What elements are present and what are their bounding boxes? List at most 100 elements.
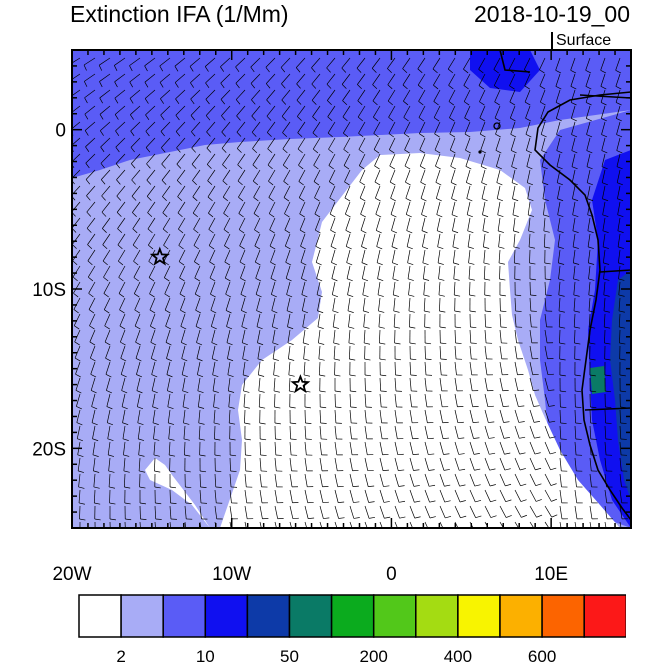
wind-barb bbox=[361, 265, 369, 282]
colorbar-box bbox=[499, 594, 543, 638]
wind-barb bbox=[252, 153, 261, 170]
wind-barb bbox=[392, 281, 400, 297]
wind-barb bbox=[495, 121, 501, 138]
wind-barb bbox=[423, 281, 430, 297]
wind-barb bbox=[190, 73, 201, 88]
wind-barb bbox=[544, 441, 556, 455]
wind-barb bbox=[164, 297, 171, 314]
wind-barb bbox=[529, 249, 536, 265]
wind-barb bbox=[312, 105, 321, 121]
wind-barb bbox=[422, 233, 429, 250]
wind-barb bbox=[526, 169, 534, 186]
wind-barb bbox=[115, 153, 126, 169]
y-tick-label: 0 bbox=[55, 121, 66, 142]
wind-barb bbox=[439, 473, 451, 487]
wind-barb bbox=[364, 441, 374, 456]
wind-barb bbox=[348, 313, 355, 329]
wind-barb bbox=[196, 345, 203, 362]
wind-barb bbox=[432, 57, 441, 74]
wind-barb bbox=[191, 121, 201, 137]
wind-barb bbox=[484, 345, 493, 360]
wind-barb bbox=[587, 201, 594, 218]
wind-barb bbox=[289, 505, 299, 520]
wind-barb bbox=[259, 489, 268, 504]
wind-barb bbox=[454, 329, 462, 344]
wind-barb bbox=[589, 457, 598, 472]
wind-barb bbox=[349, 393, 357, 408]
wind-barb bbox=[120, 361, 127, 378]
wind-barb bbox=[559, 489, 568, 504]
wind-barb bbox=[348, 329, 355, 345]
wind-barb bbox=[362, 281, 369, 298]
wind-barb bbox=[150, 313, 156, 330]
wind-barb bbox=[300, 249, 307, 266]
wind-barb bbox=[77, 457, 84, 473]
wind-barb bbox=[574, 393, 582, 409]
wind-barb bbox=[176, 169, 186, 185]
wind-barb bbox=[314, 201, 321, 218]
plot-title: Extinction IFA (1/Mm) bbox=[70, 1, 289, 27]
wind-barb bbox=[619, 505, 628, 520]
timestamp-label: 2018-10-19_00 bbox=[473, 1, 630, 27]
wind-barb bbox=[250, 73, 261, 89]
wind-barb bbox=[269, 233, 276, 250]
wind-barb bbox=[617, 217, 624, 233]
wind-barb bbox=[99, 89, 111, 104]
wind-barb bbox=[270, 249, 276, 266]
wind-barb bbox=[242, 345, 249, 362]
wind-barb bbox=[304, 393, 311, 409]
wind-barb bbox=[439, 377, 448, 392]
x-tick-label: 20W bbox=[52, 564, 91, 585]
wind-barb bbox=[76, 425, 83, 442]
wind-barb bbox=[379, 377, 387, 392]
wind-barb bbox=[284, 217, 291, 234]
wind-barb bbox=[574, 505, 583, 520]
wind-barb bbox=[604, 361, 611, 377]
wind-barb bbox=[603, 313, 611, 329]
wind-barb bbox=[301, 265, 307, 282]
wind-barb bbox=[349, 377, 357, 393]
wind-barb bbox=[617, 233, 624, 249]
wind-barb bbox=[268, 201, 276, 218]
wind-barb bbox=[220, 57, 231, 72]
wind-barb bbox=[514, 313, 523, 328]
wind-barb bbox=[345, 217, 352, 234]
wind-barb bbox=[240, 265, 246, 282]
wind-barb bbox=[480, 137, 487, 154]
wind-barb bbox=[433, 105, 441, 122]
colorbar-label: 2 bbox=[116, 647, 126, 666]
wind-barb bbox=[289, 457, 298, 472]
wind-barb bbox=[316, 281, 323, 298]
extinction-field-green-patch bbox=[590, 366, 606, 394]
wind-barb bbox=[394, 457, 405, 471]
wind-barb bbox=[131, 153, 141, 169]
wind-barb bbox=[196, 329, 203, 346]
wind-barb bbox=[494, 105, 501, 122]
wind-barb bbox=[469, 345, 478, 360]
wind-barb bbox=[297, 105, 306, 121]
wind-barb bbox=[379, 489, 390, 503]
wind-barb bbox=[161, 137, 171, 153]
wind-barb bbox=[529, 409, 540, 423]
wind-barb bbox=[224, 249, 231, 266]
colorbar-box bbox=[246, 594, 291, 638]
colorbar-label: 400 bbox=[443, 647, 473, 666]
wind-barb bbox=[272, 345, 279, 361]
wind-barb bbox=[221, 137, 231, 153]
wind-barb bbox=[616, 153, 623, 170]
wind-barb bbox=[572, 217, 579, 233]
wind-barb bbox=[169, 457, 176, 473]
wind-barb bbox=[419, 121, 426, 138]
wind-barbs bbox=[72, 57, 628, 528]
wind-barb bbox=[270, 265, 277, 282]
wind-barb bbox=[229, 457, 237, 472]
wind-barb bbox=[528, 217, 535, 233]
wind-barb bbox=[132, 217, 141, 234]
wind-barb bbox=[483, 249, 490, 265]
wind-barb bbox=[151, 377, 158, 394]
wind-barb bbox=[541, 137, 548, 154]
wind-barb bbox=[105, 361, 112, 378]
wind-barb bbox=[175, 121, 186, 137]
wind-barb bbox=[394, 361, 402, 376]
wind-barb bbox=[317, 297, 324, 314]
